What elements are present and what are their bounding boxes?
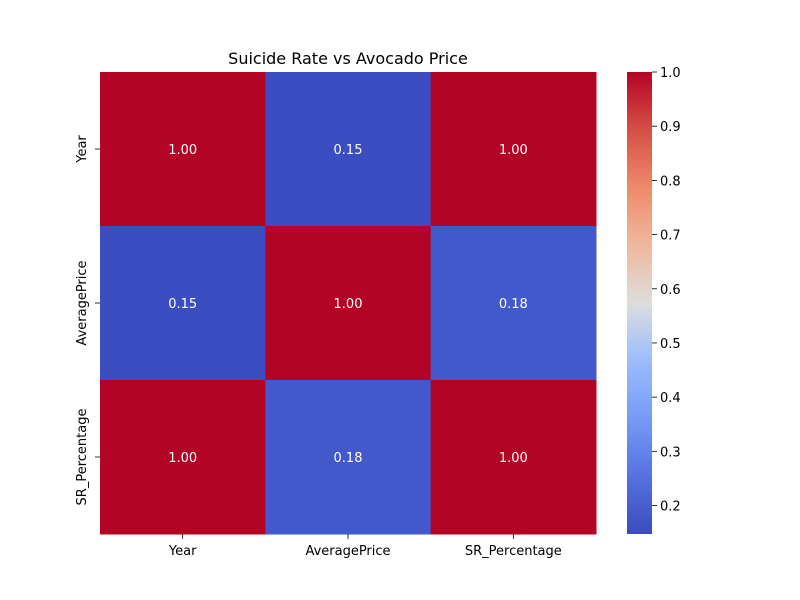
cell-label-r0-c2: 1.00: [499, 143, 528, 158]
colorbar-tick-label-2: 0.4: [660, 391, 681, 406]
heatmap-cell-r1-c0: [100, 226, 266, 381]
y-tick-label-2: SR_Percentage: [75, 409, 90, 506]
heatmap-cell-r0-c1: [265, 72, 432, 227]
colorbar-tick-label-4: 0.6: [660, 283, 681, 298]
heatmap-cell-r2-c0: [100, 380, 266, 535]
heatmap-cell-r2-c2: [430, 380, 597, 535]
y-tick-label-1: AveragePrice: [75, 260, 90, 345]
cell-label-r0-c1: 0.15: [334, 143, 363, 158]
cell-label-r0-c0: 1.00: [168, 143, 197, 158]
heatmap-cell-r0-c2: [430, 72, 597, 227]
y-axis: Year AveragePrice SR_Percentage: [75, 135, 100, 506]
x-tick-label-0: Year: [168, 544, 197, 559]
x-tick-label-1: AveragePrice: [305, 544, 390, 559]
heatmap-cell-r1-c2: [430, 226, 597, 381]
heatmap-cell-r2-c1: [265, 380, 432, 535]
colorbar: 0.2 0.3 0.4 0.5 0.6 0.7 0.8 0.9 1.0: [627, 66, 681, 534]
colorbar-tick-label-7: 0.9: [660, 120, 681, 135]
x-tick-label-2: SR_Percentage: [465, 544, 562, 559]
heatmap-cells: [100, 72, 597, 535]
cell-label-r1-c0: 0.15: [168, 297, 197, 312]
colorbar-gradient: [627, 72, 652, 534]
heatmap-cell-labels: 1.00 0.15 1.00 0.15 1.00 0.18 1.00 0.18 1.00: [168, 143, 528, 466]
cell-label-r2-c1: 0.18: [334, 451, 363, 466]
cell-label-r1-c1: 1.00: [334, 297, 363, 312]
cell-label-r2-c2: 1.00: [499, 451, 528, 466]
cell-label-r1-c2: 0.18: [499, 297, 528, 312]
colorbar-tick-label-3: 0.5: [660, 337, 681, 352]
colorbar-tick-label-5: 0.7: [660, 229, 681, 244]
heatmap-cell-r1-c1: [265, 226, 432, 381]
colorbar-tick-label-8: 1.0: [660, 66, 681, 81]
colorbar-tick-label-6: 0.8: [660, 174, 681, 189]
heatmap-cell-r0-c0: [100, 72, 266, 227]
chart-title: Suicide Rate vs Avocado Price: [228, 49, 468, 68]
x-axis: Year AveragePrice SR_Percentage: [168, 534, 562, 559]
y-tick-label-0: Year: [75, 135, 90, 164]
colorbar-tick-label-0: 0.2: [660, 500, 681, 515]
cell-label-r2-c0: 1.00: [168, 451, 197, 466]
colorbar-tick-label-1: 0.3: [660, 445, 681, 460]
